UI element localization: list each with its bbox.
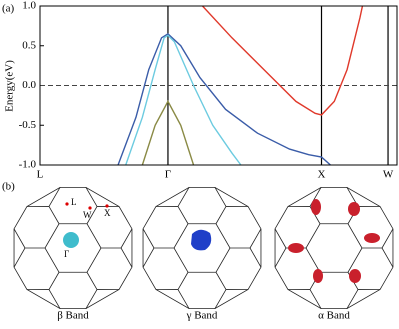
x-tick-label: Γ — [165, 169, 171, 181]
zone-edge — [275, 229, 286, 248]
x-tick-label: W — [383, 169, 394, 181]
y-axis-title: Energy(eV) — [4, 60, 16, 112]
zone-edge — [49, 206, 59, 223]
zone-edge — [250, 229, 261, 248]
x-tick-label: X — [318, 169, 326, 181]
band-line — [203, 6, 363, 115]
zone-edge — [14, 229, 25, 248]
band-line — [118, 34, 330, 165]
zone-edge — [121, 229, 132, 248]
zone-edge — [178, 272, 188, 289]
zone-face — [306, 224, 362, 272]
zone-edge — [382, 248, 393, 267]
y-tick-label: 1.0 — [22, 0, 36, 12]
zone-edge — [14, 248, 25, 267]
panel-label: (b) — [2, 181, 15, 193]
y-tick-label: 0.5 — [22, 39, 36, 51]
point-label: X — [104, 208, 111, 218]
zone-label: β Band — [57, 310, 89, 322]
zone-label: γ Band — [186, 310, 218, 322]
fermi-pockets — [288, 199, 380, 283]
zone-edge — [275, 248, 286, 267]
point-label: Γ — [64, 249, 69, 259]
zone-edge — [250, 248, 261, 267]
zone-edge — [143, 229, 154, 248]
zone-edge — [121, 248, 132, 267]
zone-edge — [216, 272, 226, 289]
fermi-pocket — [191, 230, 211, 251]
point-label: L — [71, 197, 77, 207]
zone-edge — [143, 248, 154, 267]
zone-face — [45, 224, 101, 272]
y-tick-label: 0.0 — [22, 79, 36, 91]
zone-label: α Band — [318, 310, 350, 322]
zone-edge — [382, 229, 393, 248]
y-tick-label: -1.0 — [19, 159, 37, 171]
point-marker — [65, 202, 68, 205]
zone-edge — [178, 206, 188, 223]
zone-edge — [216, 206, 226, 223]
point-label: W — [83, 210, 92, 220]
zone-edge — [49, 272, 59, 289]
x-tick-label: L — [37, 169, 44, 181]
panel-label: (a) — [2, 3, 15, 15]
band-line — [126, 35, 241, 165]
zone-edge — [87, 272, 97, 289]
fermi-pocket — [63, 232, 79, 248]
y-tick-label: -0.5 — [19, 119, 37, 131]
